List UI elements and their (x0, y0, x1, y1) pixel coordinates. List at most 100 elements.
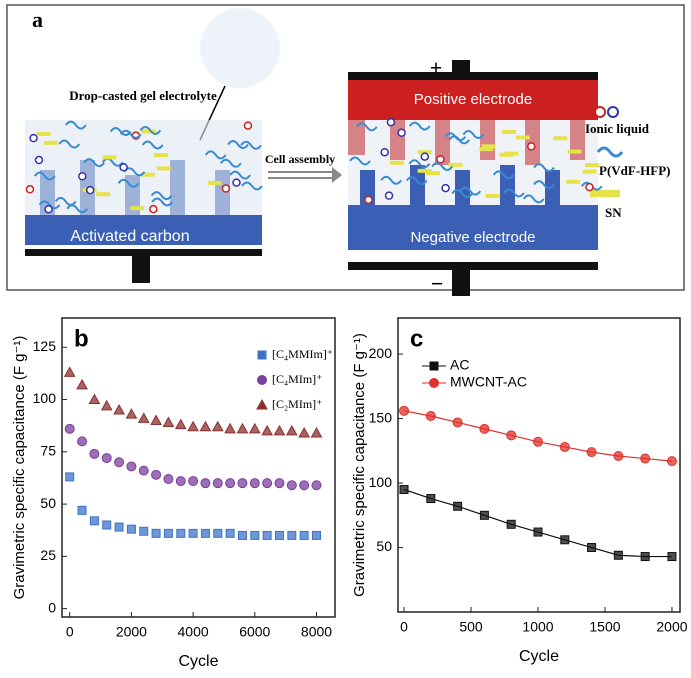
marker (151, 528, 161, 538)
x-tick-label: 8000 (301, 624, 332, 640)
polymer (503, 188, 525, 198)
marker (479, 423, 490, 434)
arrow-head (332, 167, 342, 183)
ion (119, 163, 128, 172)
legend-label: [C₂MIm]⁺ (272, 397, 323, 411)
legend-label: Ionic liquid (585, 121, 650, 136)
y-tick-label: 200 (369, 345, 393, 361)
y-tick-label: 75 (40, 443, 56, 459)
polymer (66, 204, 89, 214)
marker (640, 552, 650, 562)
marker (211, 420, 224, 432)
marker (262, 530, 272, 540)
marker (150, 414, 162, 425)
marker (273, 424, 286, 436)
sn (566, 179, 581, 184)
ion (25, 185, 35, 194)
sn (567, 149, 582, 154)
marker (163, 474, 174, 484)
ion (232, 178, 241, 187)
marker (666, 456, 677, 467)
marker (89, 448, 100, 459)
legend-marker (257, 350, 267, 360)
sn (553, 136, 568, 141)
sn (140, 172, 155, 177)
polymer (141, 140, 164, 150)
terminal (452, 60, 470, 72)
sn (481, 144, 496, 149)
ion (34, 155, 44, 165)
y-tick-label: 100 (369, 474, 393, 490)
drop-label: Drop-casted gel electrolyte (69, 88, 217, 103)
diagram: a Drop-casted gel electrolyte Activated … (6, 4, 685, 296)
sn (36, 131, 51, 136)
y-axis-label: Gravimetric specific capacitance (F g⁻¹) (11, 336, 28, 600)
marker (237, 530, 247, 540)
marker (286, 480, 297, 491)
marker (102, 520, 112, 530)
ion (78, 172, 87, 181)
polymer (151, 197, 173, 207)
ion (149, 204, 158, 214)
marker (213, 528, 223, 538)
x-tick-label: 1000 (522, 619, 553, 635)
x-tick-label: 2000 (116, 624, 147, 640)
ion (441, 183, 450, 193)
marker (224, 422, 236, 434)
legend-label: [C₄MIm]⁺ (272, 372, 323, 386)
sn (515, 135, 530, 140)
ion (384, 191, 394, 200)
collector (348, 262, 598, 270)
marker (640, 453, 651, 464)
polymer (65, 120, 87, 130)
marker (426, 494, 436, 504)
marker (399, 485, 409, 494)
marker (126, 461, 137, 472)
polymer (54, 196, 77, 206)
y-tick-label: 50 (376, 538, 392, 554)
sn (504, 151, 519, 156)
marker (399, 405, 410, 416)
sn (448, 162, 463, 167)
polymer (33, 171, 56, 181)
polymer (229, 170, 251, 180)
marker (175, 476, 186, 487)
sn (425, 171, 440, 176)
marker (88, 393, 101, 405)
marker (249, 478, 260, 489)
ion (380, 147, 389, 157)
marker (163, 528, 173, 538)
x-tick-label: 500 (459, 619, 483, 635)
marker (586, 447, 597, 458)
marker (532, 436, 543, 447)
sn (130, 206, 145, 211)
ion (420, 152, 430, 161)
ion (221, 184, 231, 193)
polymer (101, 157, 124, 167)
x-tick-label: 2000 (656, 619, 687, 635)
marker (162, 416, 175, 428)
marker (77, 505, 87, 515)
marker (261, 424, 273, 436)
panel-label: b (74, 325, 89, 352)
polymer (431, 162, 454, 171)
x-axis-label: Cycle (178, 653, 218, 670)
legend-label: SN (605, 205, 622, 220)
panel-label: c (410, 325, 423, 352)
series-line (403, 488, 672, 558)
x-tick-label: 4000 (178, 624, 209, 640)
x-tick-label: 1500 (589, 619, 620, 635)
terminal (452, 270, 470, 296)
marker (311, 530, 321, 540)
marker (506, 430, 517, 441)
polymer (119, 129, 142, 139)
arrow-label: Cell assembly (265, 152, 335, 166)
sn (141, 129, 156, 134)
marker (506, 519, 516, 529)
legend-label: MWCNT-AC (450, 374, 527, 390)
plot-frame (61, 317, 336, 618)
y-tick-label: 25 (40, 547, 56, 563)
x-tick-label: 0 (66, 624, 74, 640)
legend-marker (257, 375, 267, 385)
marker (559, 441, 570, 452)
